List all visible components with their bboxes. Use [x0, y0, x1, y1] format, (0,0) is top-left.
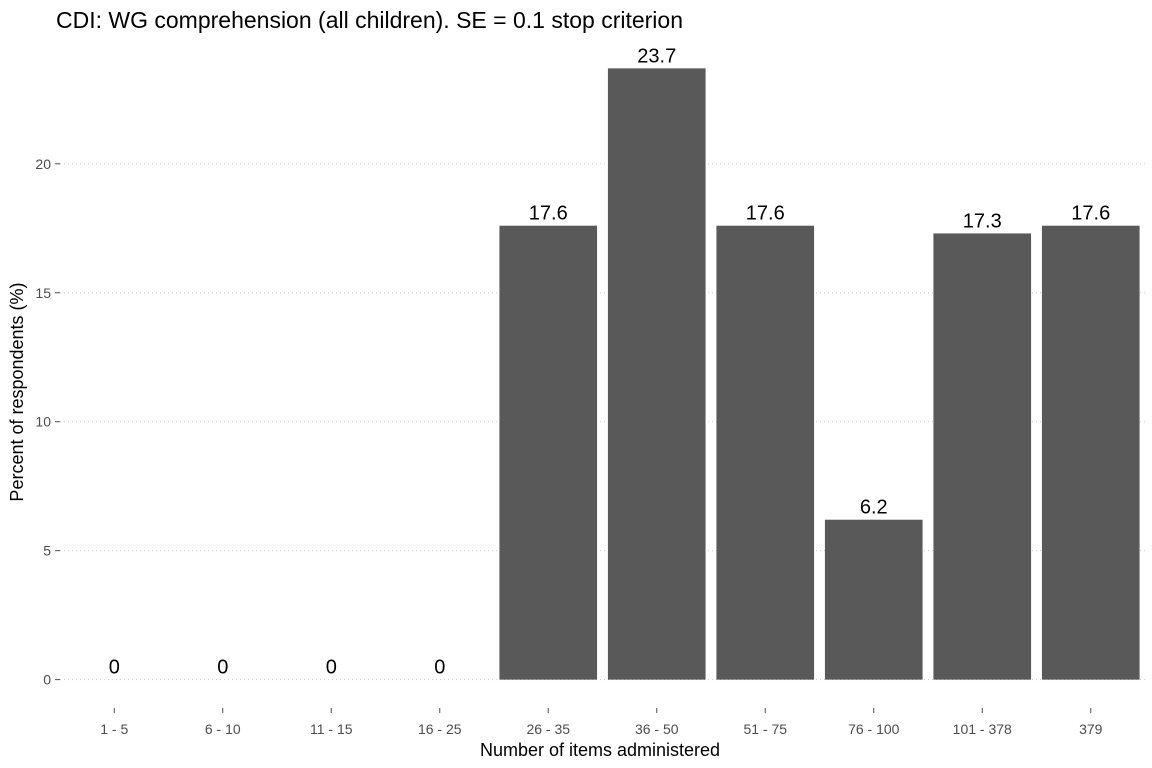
x-tick-label: 76 - 100: [848, 721, 900, 737]
bar-value-label: 17.6: [529, 203, 568, 225]
bar: [824, 519, 923, 680]
bar-value-label: 6.2: [860, 497, 888, 519]
bar: [607, 68, 706, 680]
y-tick-label: 0: [43, 672, 51, 688]
x-tick-label: 379: [1079, 721, 1103, 737]
bar-value-label: 17.6: [1071, 203, 1110, 225]
x-tick-label: 36 - 50: [635, 721, 679, 737]
y-axis-title: Percent of respondents (%): [7, 282, 27, 501]
bar: [716, 225, 815, 680]
bar: [933, 233, 1032, 680]
bar-value-label: 0: [109, 657, 120, 679]
x-axis-title: Number of items administered: [480, 740, 720, 760]
bar-value-label: 0: [326, 657, 337, 679]
x-tick-label: 1 - 5: [100, 721, 128, 737]
bar: [499, 225, 598, 680]
bar-value-label: 17.6: [746, 203, 785, 225]
y-tick-label: 20: [35, 156, 51, 172]
y-tick-label: 5: [43, 543, 51, 559]
bar-value-label: 0: [434, 657, 445, 679]
y-axis: 0 5 10 15 20: [35, 156, 60, 688]
bar: [1041, 225, 1140, 680]
bar-value-label: 0: [217, 657, 228, 679]
y-tick-label: 15: [35, 285, 51, 301]
bar-value-label: 23.7: [637, 45, 676, 67]
data-labels: 0 0 0 0 17.6 23.7 17.6 6.2 17.3 17.6: [109, 45, 1111, 678]
x-tick-label: 26 - 35: [526, 721, 570, 737]
x-tick-label: 16 - 25: [418, 721, 462, 737]
x-axis: 1 - 5 6 - 10 11 - 15 16 - 25 26 - 35 36 - 50 5…: [100, 708, 1103, 737]
bars: [499, 68, 1140, 680]
x-tick-label: 6 - 10: [205, 721, 241, 737]
chart-title: CDI: WG comprehension (all children). SE…: [56, 7, 683, 33]
bar-value-label: 17.3: [963, 210, 1002, 232]
y-tick-label: 10: [35, 414, 51, 430]
x-tick-label: 51 - 75: [743, 721, 787, 737]
x-tick-label: 11 - 15: [310, 721, 353, 737]
x-tick-label: 101 - 378: [953, 721, 1012, 737]
